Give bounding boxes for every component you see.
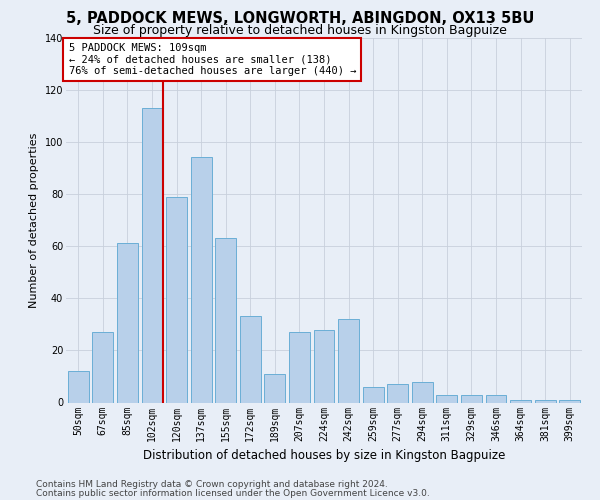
Bar: [92, 332, 113, 402]
Bar: [289, 332, 310, 402]
Bar: [265, 374, 286, 402]
Text: Size of property relative to detached houses in Kingston Bagpuize: Size of property relative to detached ho…: [93, 24, 507, 37]
Bar: [338, 319, 359, 402]
X-axis label: Distribution of detached houses by size in Kingston Bagpuize: Distribution of detached houses by size …: [143, 449, 505, 462]
Y-axis label: Number of detached properties: Number of detached properties: [29, 132, 39, 308]
Bar: [362, 387, 383, 402]
Bar: [215, 238, 236, 402]
Bar: [436, 394, 457, 402]
Bar: [166, 196, 187, 402]
Text: 5 PADDOCK MEWS: 109sqm
← 24% of detached houses are smaller (138)
76% of semi-de: 5 PADDOCK MEWS: 109sqm ← 24% of detached…: [68, 43, 356, 76]
Text: Contains HM Land Registry data © Crown copyright and database right 2024.: Contains HM Land Registry data © Crown c…: [36, 480, 388, 489]
Bar: [535, 400, 556, 402]
Text: 5, PADDOCK MEWS, LONGWORTH, ABINGDON, OX13 5BU: 5, PADDOCK MEWS, LONGWORTH, ABINGDON, OX…: [66, 11, 534, 26]
Bar: [117, 244, 138, 402]
Bar: [68, 371, 89, 402]
Bar: [142, 108, 163, 403]
Bar: [191, 158, 212, 402]
Bar: [412, 382, 433, 402]
Bar: [485, 394, 506, 402]
Bar: [387, 384, 408, 402]
Bar: [510, 400, 531, 402]
Bar: [559, 400, 580, 402]
Text: Contains public sector information licensed under the Open Government Licence v3: Contains public sector information licen…: [36, 489, 430, 498]
Bar: [314, 330, 334, 402]
Bar: [461, 394, 482, 402]
Bar: [240, 316, 261, 402]
